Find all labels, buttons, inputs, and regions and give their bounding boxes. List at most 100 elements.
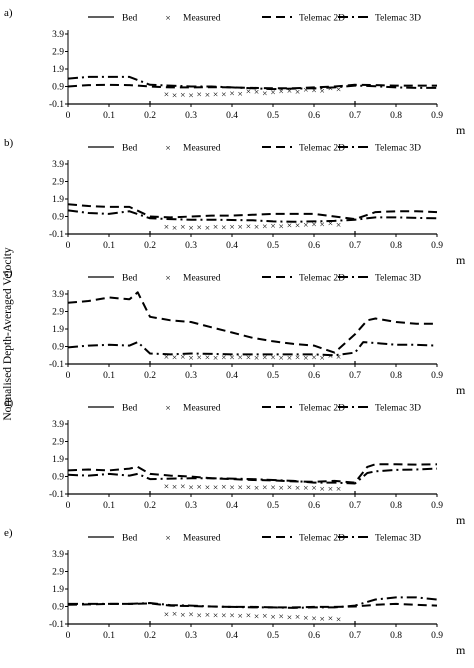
y-tick-label: 3.9: [52, 420, 64, 430]
measured-point: ×: [197, 223, 202, 233]
telemac-3d-line: [67, 467, 438, 485]
x-tick-label: 0.9: [431, 111, 443, 121]
x-tick-label: 0.6: [308, 111, 320, 121]
y-tick-label: 0.9: [52, 83, 64, 93]
measured-point: ×: [180, 91, 185, 101]
legend-label: Telemac 3D: [375, 14, 421, 24]
measured-point: ×: [238, 223, 243, 233]
x-tick-label: 0.5: [267, 631, 279, 641]
x-tick-label: 0.6: [308, 241, 320, 251]
measured-point: ×: [246, 612, 251, 622]
x-tick-label: 0.8: [390, 501, 402, 511]
x-tick-label: 0: [66, 111, 71, 121]
y-tick-label: 0.9: [52, 213, 64, 223]
measured-point: ×: [164, 90, 169, 100]
measured-point: ×: [205, 91, 210, 101]
x-unit-label: m: [456, 383, 466, 397]
x-tick-label: 0.2: [144, 631, 156, 641]
chart-panel: d) -0.1 0.9 1.9 2.9 3.9 0 0.1 0.2 0.3 0.4 0.5 0.6 0.7…: [4, 397, 466, 527]
y-tick-label: 1.9: [52, 195, 64, 205]
measured-point: ×: [279, 484, 284, 494]
x-tick-label: 0.6: [308, 501, 320, 511]
measured-point: ×: [311, 220, 316, 230]
measured-point: ×: [213, 611, 218, 621]
measured-point: ×: [246, 223, 251, 233]
legend-label: Telemac 2D: [299, 14, 345, 24]
chart-panel: e) -0.1 0.9 1.9 2.9 3.9 0 0.1 0.2 0.3 0.4 0.5 0.6 0.7…: [4, 527, 466, 657]
y-tick-label: 3.9: [52, 550, 64, 560]
measured-point: ×: [311, 354, 316, 364]
measured-point: ×: [238, 612, 243, 622]
panel-label: d): [4, 397, 14, 409]
telemac-2d-line: [67, 291, 437, 354]
x-tick-label: 0.2: [144, 111, 156, 121]
measured-point: ×: [238, 90, 243, 100]
measured-point: ×: [303, 221, 308, 231]
legend-swatch-measured: ×: [165, 404, 170, 414]
measured-point: ×: [262, 90, 267, 100]
measured-point: ×: [172, 610, 177, 620]
legend-label: Bed: [122, 534, 138, 544]
measured-point: ×: [295, 221, 300, 231]
measured-point: ×: [246, 483, 251, 493]
legend-label: Measured: [183, 274, 221, 284]
y-tick-label: -0.1: [49, 230, 64, 240]
measured-point: ×: [328, 84, 333, 94]
measured-point: ×: [213, 354, 218, 364]
legend-label: Telemac 2D: [299, 274, 345, 284]
y-tick-label: -0.1: [49, 490, 64, 500]
measured-point: ×: [279, 87, 284, 97]
measured-point: ×: [188, 483, 193, 493]
x-unit-label: m: [456, 123, 466, 137]
panel-label: b): [4, 137, 14, 149]
y-tick-label: 1.9: [52, 65, 64, 75]
measured-point: ×: [180, 223, 185, 233]
x-tick-label: 0.1: [103, 631, 115, 641]
chart-panel: c) -0.1 0.9 1.9 2.9 3.9 0 0.1 0.2 0.3 0.4 0.5 0.6 0.7…: [4, 267, 466, 397]
measured-point: ×: [320, 87, 325, 97]
x-tick-label: 0: [66, 371, 71, 381]
legend-label: Telemac 2D: [299, 404, 345, 414]
measured-point: ×: [287, 613, 292, 623]
x-tick-label: 0: [66, 501, 71, 511]
legend-label: Measured: [183, 14, 221, 24]
measured-point: ×: [336, 353, 341, 363]
measured-point: ×: [229, 223, 234, 233]
x-tick-label: 0.8: [390, 631, 402, 641]
y-tick-label: 0.9: [52, 473, 64, 483]
measured-point: ×: [279, 613, 284, 623]
measured-point: ×: [295, 484, 300, 494]
measured-point: ×: [180, 611, 185, 621]
measured-point: ×: [254, 223, 259, 233]
measured-point: ×: [320, 485, 325, 495]
measured-point: ×: [197, 483, 202, 493]
x-unit-label: m: [456, 253, 466, 267]
legend-label: Bed: [122, 274, 138, 284]
x-tick-label: 0.3: [185, 241, 197, 251]
y-tick-label: 2.9: [52, 438, 64, 448]
x-unit-label: m: [456, 513, 466, 527]
measured-point: ×: [221, 223, 226, 233]
legend-swatch-measured: ×: [165, 534, 170, 544]
measured-point: ×: [197, 353, 202, 363]
x-tick-label: 0.7: [349, 111, 361, 121]
legend-label: Bed: [122, 14, 138, 24]
panel-label: c): [4, 267, 13, 279]
x-tick-label: 0.5: [267, 111, 279, 121]
measured-point: ×: [197, 611, 202, 621]
telemac-3d-line: [67, 209, 438, 223]
measured-point: ×: [336, 86, 341, 96]
measured-point: ×: [246, 353, 251, 363]
x-tick-label: 0.5: [267, 371, 279, 381]
measured-point: ×: [229, 483, 234, 493]
measured-point: ×: [270, 89, 275, 99]
telemac-2d-line: [67, 203, 438, 221]
measured-point: ×: [303, 86, 308, 96]
measured-point: ×: [328, 220, 333, 230]
y-axis-label: Normalised Depth-Averaged Velocity: [2, 247, 14, 421]
x-tick-label: 0.4: [226, 501, 238, 511]
x-tick-label: 0.1: [103, 111, 115, 121]
measured-point: ×: [164, 223, 169, 233]
measured-point: ×: [287, 222, 292, 232]
